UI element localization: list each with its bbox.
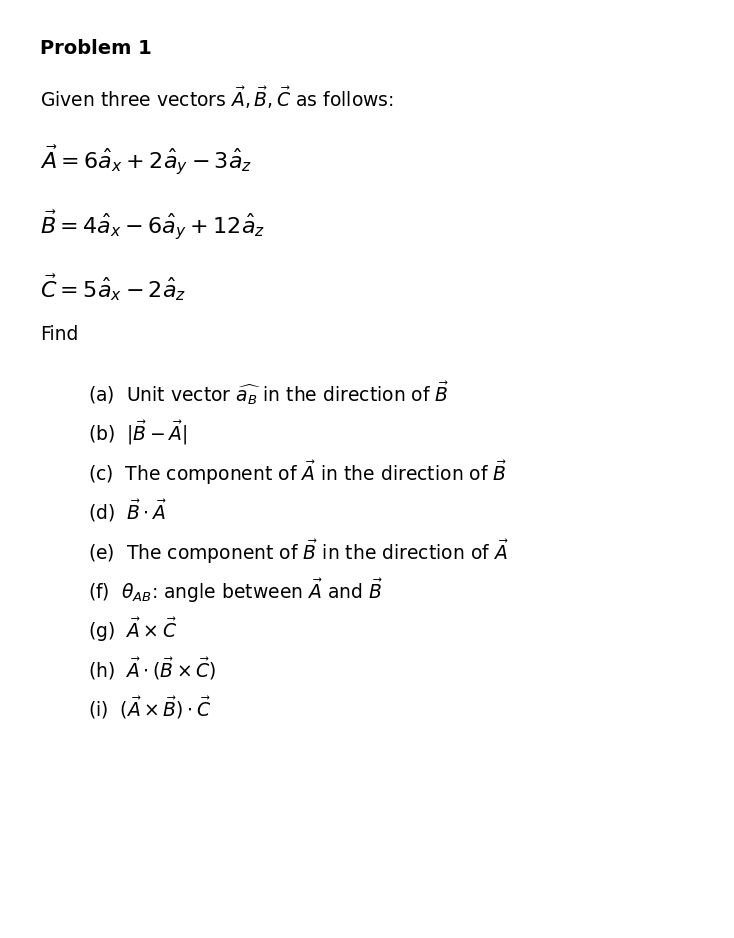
Text: (f)  $\theta_{AB}$: angle between $\vec{A}$ and $\vec{B}$: (f) $\theta_{AB}$: angle between $\vec{A…: [88, 577, 383, 605]
Text: $\vec{C} = 5\hat{a}_x - 2\hat{a}_z$: $\vec{C} = 5\hat{a}_x - 2\hat{a}_z$: [40, 272, 186, 303]
Text: (h)  $\vec{A} \cdot (\vec{B} \times \vec{C})$: (h) $\vec{A} \cdot (\vec{B} \times \vec{…: [88, 656, 217, 682]
Text: (b)  $|\vec{B} - \vec{A}|$: (b) $|\vec{B} - \vec{A}|$: [88, 419, 187, 447]
Text: Problem 1: Problem 1: [40, 39, 152, 58]
Text: $\vec{B} = 4\hat{a}_x - 6\hat{a}_y + 12\hat{a}_z$: $\vec{B} = 4\hat{a}_x - 6\hat{a}_y + 12\…: [40, 208, 266, 242]
Text: (c)  The component of $\vec{A}$ in the direction of $\vec{B}$: (c) The component of $\vec{A}$ in the di…: [88, 459, 507, 487]
Text: (i)  $(\vec{A} \times \vec{B}) \cdot \vec{C}$: (i) $(\vec{A} \times \vec{B}) \cdot \vec…: [88, 695, 211, 721]
Text: Given three vectors $\vec{A}, \vec{B}, \vec{C}$ as follows:: Given three vectors $\vec{A}, \vec{B}, \…: [40, 84, 394, 111]
Text: (d)  $\vec{B} \cdot \vec{A}$: (d) $\vec{B} \cdot \vec{A}$: [88, 498, 167, 524]
Text: (e)  The component of $\vec{B}$ in the direction of $\vec{A}$: (e) The component of $\vec{B}$ in the di…: [88, 537, 509, 566]
Text: (a)  Unit vector $\widehat{a_B}$ in the direction of $\vec{B}$: (a) Unit vector $\widehat{a_B}$ in the d…: [88, 380, 450, 407]
Text: Find: Find: [40, 325, 79, 344]
Text: $\vec{A} = 6\hat{a}_x + 2\hat{a}_y - 3\hat{a}_z$: $\vec{A} = 6\hat{a}_x + 2\hat{a}_y - 3\h…: [40, 143, 252, 176]
Text: (g)  $\vec{A} \times \vec{C}$: (g) $\vec{A} \times \vec{C}$: [88, 616, 178, 644]
